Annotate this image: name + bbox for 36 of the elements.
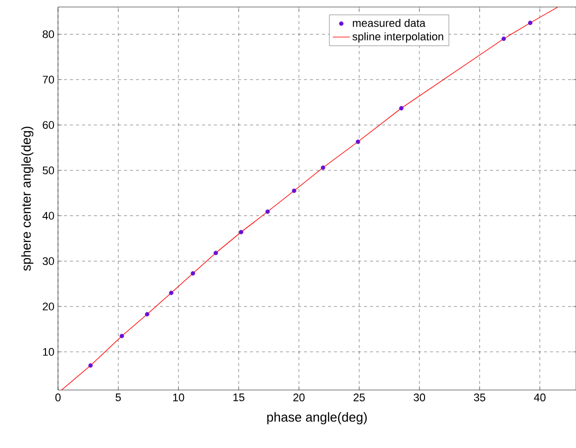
y-tick-label: 70 [42,76,54,84]
point [399,106,404,110]
point [320,165,326,170]
y-tick-label: 40 [42,212,54,220]
y-axis-title: sphere center angle(deg) [21,126,34,271]
point [292,188,296,193]
point [169,290,174,296]
x-tick-label: 0 [55,394,61,402]
legend-label: spline interpolation [352,32,444,43]
point [528,20,532,26]
x-tick-label: 10 [173,394,184,402]
y-tick-label: 80 [42,30,54,38]
x-tick-label: 20 [293,394,305,402]
y-tick-label: 60 [42,121,54,129]
x-tick-label: 5 [116,394,121,402]
point [238,230,244,234]
point [190,271,196,276]
y-tick-label: 30 [42,257,54,266]
point [88,363,93,368]
point [214,250,218,256]
x-tick-label: 15 [233,394,244,402]
line-series [61,6,558,390]
x-axis-title: phase angle(deg) [267,412,367,424]
x-tick-label: 35 [474,394,486,402]
y-tick-label: 20 [42,302,54,310]
x-tick-label: 30 [414,394,426,402]
y-tick-label: 50 [42,166,54,174]
point [120,334,124,338]
point [265,209,270,214]
x-tick-label: 40 [534,394,546,402]
x-tick-label: 25 [354,394,365,402]
point [144,312,150,316]
point [502,36,506,41]
y-tick-label: 10 [43,348,54,356]
point [356,140,360,144]
legend-label: measured data [352,18,426,27]
